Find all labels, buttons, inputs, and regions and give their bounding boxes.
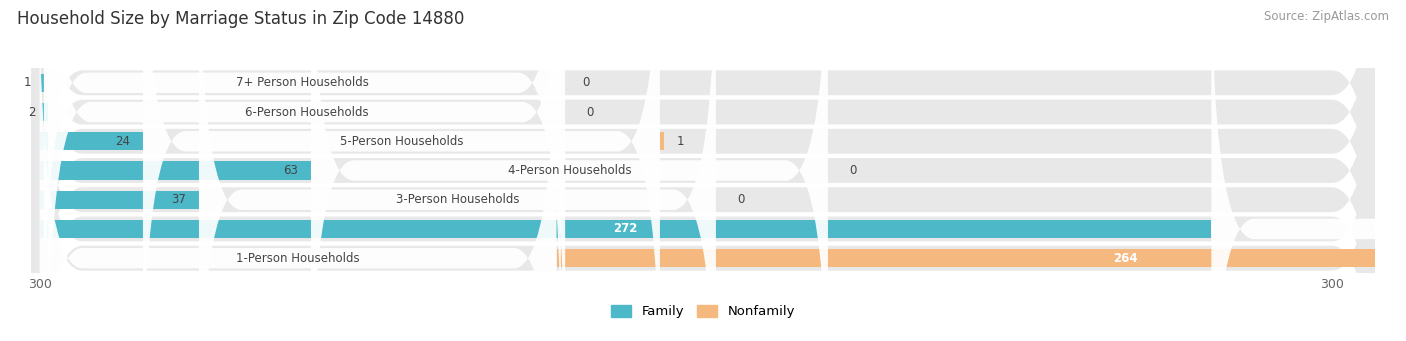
Bar (39, 191, 200, 209)
FancyBboxPatch shape (48, 0, 565, 341)
Text: 3-Person Households: 3-Person Households (395, 193, 519, 206)
FancyBboxPatch shape (39, 0, 557, 341)
Text: 24: 24 (115, 135, 129, 148)
Bar (39, 132, 143, 150)
FancyBboxPatch shape (31, 0, 1384, 341)
FancyBboxPatch shape (311, 0, 828, 341)
Bar (39, 74, 44, 92)
Text: 0: 0 (738, 193, 745, 206)
Text: Household Size by Marriage Status in Zip Code 14880: Household Size by Marriage Status in Zip… (17, 10, 464, 28)
Bar (659, 132, 664, 150)
Text: 0: 0 (586, 106, 595, 119)
Bar (39, 161, 311, 180)
FancyBboxPatch shape (31, 0, 1384, 341)
Text: 0: 0 (849, 164, 856, 177)
Text: 37: 37 (172, 193, 186, 206)
Bar (39, 220, 1212, 238)
Text: 272: 272 (613, 222, 638, 235)
Text: Source: ZipAtlas.com: Source: ZipAtlas.com (1264, 10, 1389, 23)
Text: 5-Person Households: 5-Person Households (340, 135, 463, 148)
Text: 4-Person Households: 4-Person Households (508, 164, 631, 177)
Text: 1-Person Households: 1-Person Households (236, 252, 360, 265)
FancyBboxPatch shape (44, 0, 561, 341)
Bar (557, 249, 1406, 267)
Text: 2: 2 (28, 106, 35, 119)
FancyBboxPatch shape (200, 0, 716, 341)
Text: 7+ Person Households: 7+ Person Households (236, 76, 368, 89)
FancyBboxPatch shape (1212, 0, 1406, 341)
FancyBboxPatch shape (31, 0, 1384, 341)
FancyBboxPatch shape (31, 0, 1384, 341)
FancyBboxPatch shape (31, 0, 1384, 341)
Text: 1: 1 (678, 135, 685, 148)
Text: 0: 0 (582, 76, 589, 89)
FancyBboxPatch shape (31, 0, 1384, 341)
Text: 264: 264 (1114, 252, 1137, 265)
Legend: Family, Nonfamily: Family, Nonfamily (606, 299, 800, 324)
FancyBboxPatch shape (143, 0, 659, 341)
Text: 1: 1 (24, 76, 31, 89)
Text: 6-Person Households: 6-Person Households (245, 106, 368, 119)
FancyBboxPatch shape (31, 0, 1384, 341)
Text: 63: 63 (283, 164, 298, 177)
Bar (39, 103, 48, 121)
